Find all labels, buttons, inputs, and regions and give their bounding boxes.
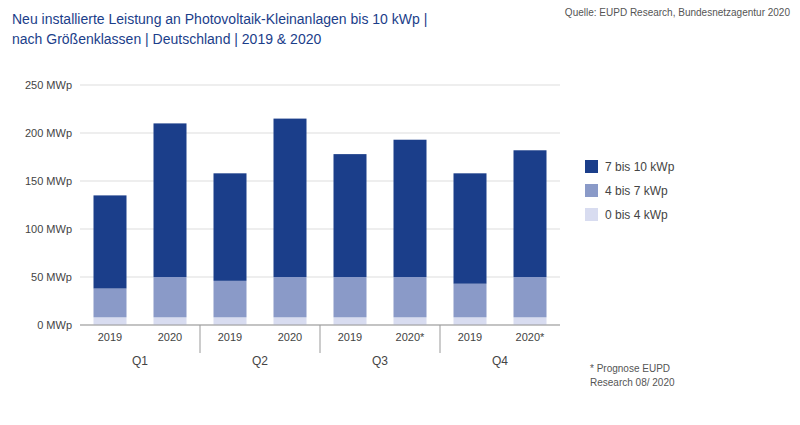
bar-segment [394,317,427,325]
bar-segment [94,289,127,318]
bar-segment [454,284,487,318]
legend-label: 0 bis 4 kWp [605,208,668,222]
x-tick-label: 2020* [516,331,545,343]
bar-segment [94,317,127,325]
bar-segment [454,317,487,325]
y-tick-label: 150 MWp [25,175,72,187]
grid-line [80,85,560,86]
grid-line [80,277,560,278]
bar-segment [274,119,307,277]
bar-segment [154,317,187,325]
bar-segment [454,173,487,283]
bar-segment [274,277,307,317]
series [94,119,547,289]
y-tick-label: 50 MWp [31,271,72,283]
chart: Neu installierte Leistung an Photovoltai… [0,0,800,425]
bar-segment [214,317,247,325]
bar-segment [334,154,367,277]
legend-swatch [585,208,598,221]
title: Neu installierte Leistung an Photovoltai… [12,11,427,27]
bar-segment [514,277,547,317]
bar-segment [214,173,247,281]
x-tick-label: 2019 [218,331,242,343]
y-tick-label: 100 MWp [25,223,72,235]
subtitle: nach Größenklassen | Deutschland | 2019 … [12,31,321,47]
x-tick-label: 2020 [278,331,302,343]
bar-segment [334,317,367,325]
x-tick-label: 2019 [98,331,122,343]
source: Quelle: EUPD Research, Bundesnetzagentur… [565,7,791,18]
y-axis: 0 MWp 50 MWp 100 MWp 150 MWp 200 MWp 250 MWp [25,79,560,331]
x-axis: 2019 2020 2019 2020 2019 2020* 2019 2020* Q1 Q2 Q3… [98,325,545,368]
footnote: * Prognose EUPDResearch 08/ 2020 [590,363,675,388]
grid-line [80,181,560,182]
group-separator [200,325,201,353]
group-label: Q1 [132,354,148,368]
x-tick-label: 2019 [338,331,362,343]
series [94,317,547,325]
y-tick-label: 250 MWp [25,79,72,91]
group-label: Q4 [492,354,508,368]
plot-area [80,85,560,325]
group-separator [320,325,321,353]
grid-line [80,133,560,134]
legend-swatch [585,160,598,173]
y-tick-label: 0 MWp [37,319,72,331]
legend-label: 4 bis 7 kWp [605,184,668,198]
bars [94,119,547,325]
bar-segment [514,150,547,277]
legend-swatch [585,184,598,197]
bar-segment [94,195,127,288]
x-tick-label: 2019 [458,331,482,343]
bar-segment [394,140,427,277]
bar-segment [514,317,547,325]
group-label: Q2 [252,354,268,368]
bar-segment [154,123,187,277]
x-tick-label: 2020 [158,331,182,343]
bar-segment [334,277,367,317]
bar-segment [274,317,307,325]
y-tick-label: 200 MWp [25,127,72,139]
group-label: Q3 [372,354,388,368]
grid-line [80,229,560,230]
x-tick-label: 2020* [396,331,425,343]
group-separator [440,325,441,353]
bar-segment [214,281,247,317]
bar-segment [394,277,427,317]
legend-label: 7 bis 10 kWp [605,160,675,174]
legend: 7 bis 10 kWp 4 bis 7 kWp 0 bis 4 kWp [585,160,675,222]
bar-segment [154,277,187,317]
